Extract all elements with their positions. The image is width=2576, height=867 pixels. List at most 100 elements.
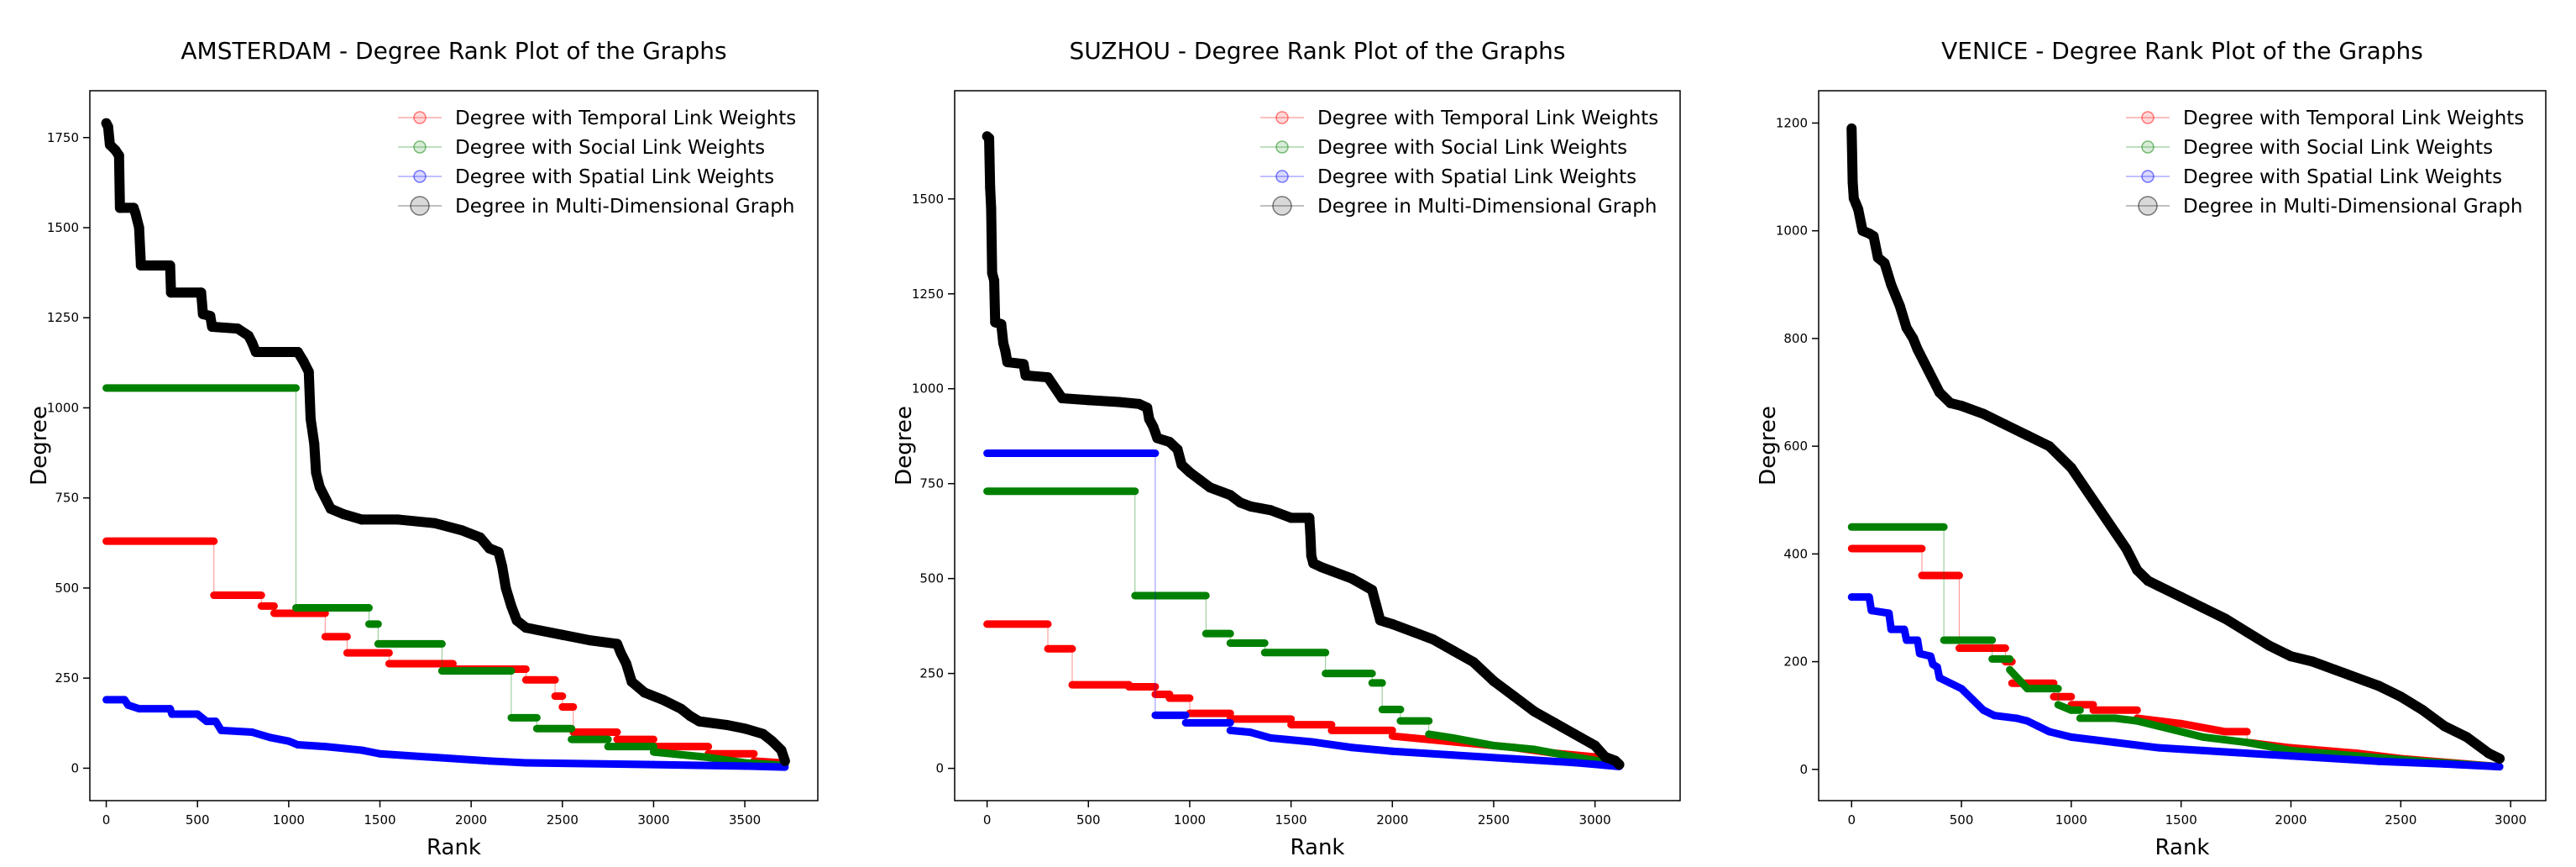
y-tick-label: 0 [1799,762,1808,777]
chart-suzhou: SUZHOU - Degree Rank Plot of the Graphs 0… [892,37,1681,860]
y-tick-label: 600 [1783,439,1808,454]
y-tick-label: 1000 [912,381,944,397]
series-segment-spatial [521,759,657,769]
series-segment-spatial [1510,754,1579,767]
legend-label-temporal: Degree with Temporal Link Weights [2183,108,2524,129]
series-segment-spatial [2111,738,2164,752]
series-segment-spatial [1307,738,1356,752]
y-tick-label: 0 [71,760,79,775]
x-tick-label: 3000 [1579,812,1611,828]
plot-frame [954,90,1681,801]
legend-label-temporal: Degree with Temporal Link Weights [1317,108,1658,129]
y-axis-label: Degree [27,406,52,486]
x-tick-label: 0 [1847,812,1856,828]
series-segment-multi [113,150,125,213]
x-tick-label: 3000 [637,812,669,828]
series-segment-multi [393,514,440,528]
series-segment-spatial [217,726,256,737]
series-segment-spatial [1266,733,1316,746]
series-segment-social [1530,745,1579,761]
series-segment-multi [2483,748,2505,764]
y-tick-label: 400 [1783,546,1808,561]
y-tick-label: 750 [919,476,944,491]
legend: Degree with Temporal Link Weights Degree … [1260,108,1658,218]
legend-label-temporal: Degree with Temporal Link Weights [455,108,796,129]
legend-marker-spatial [2141,170,2155,183]
legend-marker-multi [410,196,430,216]
x-axis-label: Rank [1291,835,1345,860]
series-segment-spatial [2067,733,2119,747]
y-tick-label: 250 [55,670,79,686]
series-thin-line-multi [1851,128,2500,759]
series-segment-spatial [741,762,789,771]
series-group [1846,123,2505,771]
series-segment-temporal [2177,719,2229,736]
chart-amsterdam: AMSTERDAM - Degree Rank Plot of the Grap… [27,37,819,860]
y-tick-label: 0 [935,761,944,776]
y-tick-label: 750 [55,491,79,506]
chart-title: VENICE - Degree Rank Plot of the Graphs [1941,37,2423,65]
series-segment-spatial [2331,754,2383,765]
y-axis-label: Degree [892,406,917,486]
series-segment-spatial [1571,759,1624,770]
x-tick-label: 3000 [2495,812,2526,828]
x-tick-label: 2000 [2275,812,2306,828]
x-tick-label: 500 [1076,812,1101,828]
series-segment-social [704,754,749,767]
legend-marker-temporal [1275,111,1289,124]
x-tick-label: 0 [102,812,111,828]
legend: Degree with Temporal Link Weights Degree … [2126,108,2524,218]
legend-marker-temporal [413,111,427,124]
legend-marker-social [2141,140,2155,154]
series-thin-line-spatial [987,453,1620,767]
series-segment-spatial [2155,744,2207,754]
series-segment-social [1425,730,1458,742]
legend-marker-multi [2138,196,2158,216]
x-tick-label: 2000 [1376,812,1408,828]
legend-marker-temporal [2141,111,2155,124]
chart-title: SUZHOU - Degree Rank Plot of the Graphs [1069,37,1565,65]
series-segment-spatial [2199,746,2251,758]
y-tick-label: 1000 [47,400,79,415]
y-tick-label: 800 [1783,331,1808,346]
series-segment-spatial [2287,752,2339,763]
series-segment-social [1490,741,1538,754]
x-tick-label: 1000 [1174,812,1206,828]
y-tick-label: 1500 [912,192,944,207]
legend-label-social: Degree with Social Link Weights [2183,137,2493,159]
series-segment-social [2243,738,2296,754]
series-segment-multi [1610,755,1625,770]
legend-label-multi: Degree in Multi-Dimensional Graph [2183,196,2522,218]
legend-marker-spatial [1275,170,1289,183]
x-tick-label: 1500 [2165,812,2197,828]
legend-marker-social [1275,140,1289,154]
x-axis-label: Rank [427,835,481,860]
chart-venice: VENICE - Degree Rank Plot of the Graphs 0… [1756,37,2547,860]
y-axis-label: Degree [1756,406,1781,486]
x-tick-label: 1000 [2055,812,2087,828]
series-segment-multi [303,366,316,424]
series-segment-social [1449,733,1498,749]
y-tick-label: 250 [919,666,944,681]
x-tick-label: 500 [1950,812,1974,828]
y-tick-label: 1500 [47,220,79,235]
x-tick-label: 0 [983,812,992,828]
series-segment-spatial [375,749,439,762]
x-axis-label: Rank [2155,835,2210,860]
y-tick-label: 1250 [47,310,79,325]
series-segment-multi [1846,123,1858,187]
series-segment-spatial [2374,757,2449,768]
series-segment-multi [989,275,1001,328]
x-tick-label: 3500 [729,812,761,828]
series-segment-multi [521,623,568,640]
legend-label-multi: Degree in Multi-Dimensional Graph [455,196,794,218]
series-segment-spatial [2243,749,2296,760]
y-tick-label: 200 [1783,654,1808,670]
x-tick-label: 2500 [547,812,579,828]
series-group [101,118,790,771]
y-tick-label: 500 [919,571,944,586]
series-segment-spatial [294,741,329,751]
series-segment-social [2155,722,2207,741]
x-tick-label: 2500 [1478,812,1510,828]
